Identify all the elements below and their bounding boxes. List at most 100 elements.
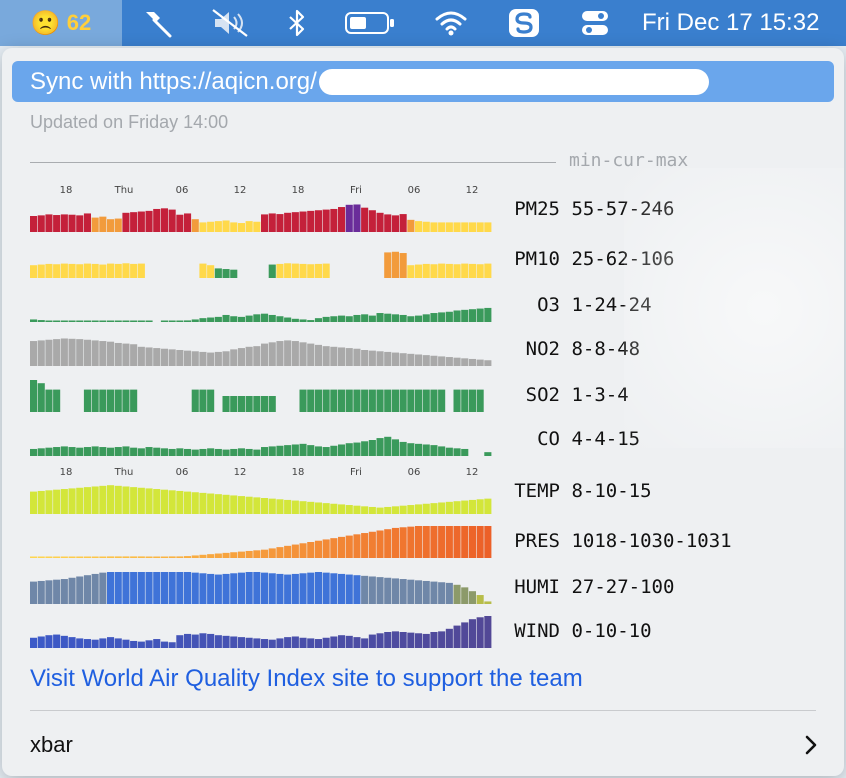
sparkline-bar (76, 487, 84, 514)
sparkline-bar (276, 573, 284, 604)
sparkline-bar (284, 263, 292, 278)
wind-sparkline[interactable] (30, 614, 492, 648)
xbar-menu-item[interactable]: xbar (30, 732, 820, 760)
menu-bar-clock[interactable]: Fri Dec 17 15:32 (642, 9, 820, 36)
sparkline-bar (207, 493, 215, 514)
sparkline-bar (461, 389, 469, 412)
sparkline-bar (330, 636, 338, 648)
sparkline-bar (222, 351, 230, 366)
axis-tick-label: 06 (407, 467, 421, 478)
pm25-sparkline[interactable] (30, 198, 492, 232)
sparkline-bar (384, 252, 392, 278)
metric-range: 0-10-10 (571, 620, 652, 642)
metric-name: HUMI (514, 576, 560, 598)
visit-waqi-link[interactable]: Visit World Air Quality Index site to su… (30, 665, 583, 692)
sparkline-bar (168, 448, 176, 456)
sparkline-bar (60, 446, 68, 456)
o3-row[interactable]: O3 1-24-24 (502, 294, 802, 320)
wind-row[interactable]: WIND 0-10-10 (502, 620, 802, 646)
sparkline-bar (314, 210, 322, 232)
pm25-row[interactable]: PM25 55-57-246 (502, 198, 802, 224)
temp-row[interactable]: TEMP 8-10-15 (502, 480, 802, 506)
hammer-icon[interactable] (140, 0, 174, 46)
sparkline-bar (83, 447, 91, 456)
sparkline-bar (160, 572, 168, 604)
sparkline-bar (438, 446, 446, 456)
app-s-icon[interactable] (508, 0, 540, 46)
pres-sparkline[interactable] (30, 524, 492, 558)
sparkline-bar (176, 556, 184, 558)
temp-sparkline[interactable] (30, 480, 492, 514)
sparkline-bar (191, 492, 199, 514)
sparkline-bar (114, 556, 122, 558)
so2-row[interactable]: SO2 1-3-4 (502, 384, 802, 410)
pres-row[interactable]: PRES 1018-1030-1031 (502, 530, 802, 556)
axis-tick-label: 12 (233, 185, 247, 196)
sparkline-bar (83, 339, 91, 366)
sparkline-bar (107, 219, 115, 232)
so2-sparkline[interactable] (30, 378, 492, 412)
mute-icon[interactable] (211, 0, 251, 46)
sparkline-bar (438, 582, 446, 604)
wifi-icon[interactable] (434, 0, 468, 46)
battery-icon[interactable] (344, 0, 396, 46)
sparkline-bar (438, 389, 446, 412)
metric-range: 25-62-106 (571, 248, 675, 270)
sparkline-bar (222, 494, 230, 514)
sparkline-bar (30, 380, 38, 412)
sparkline-bar (468, 499, 476, 514)
no2-row[interactable]: NO2 8-8-48 (502, 338, 802, 364)
sparkline-bar (30, 448, 38, 456)
sparkline-bar (391, 251, 399, 278)
sparkline-bar (68, 488, 76, 514)
sparkline-bar (130, 487, 138, 514)
sparkline-bar (122, 343, 130, 366)
sparkline-bar (207, 317, 215, 322)
humi-row[interactable]: HUMI 27-27-100 (502, 576, 802, 602)
sparkline-bar (322, 503, 330, 514)
sparkline-bar (245, 221, 253, 232)
co-sparkline[interactable] (30, 422, 492, 456)
sparkline-bar (37, 636, 45, 648)
sparkline-bar (83, 575, 91, 604)
pm10-sparkline[interactable] (30, 244, 492, 278)
sparkline-bar (284, 545, 292, 558)
sparkline-bar (199, 554, 207, 558)
sparkline-bar (391, 506, 399, 514)
sparkline-bar (53, 489, 61, 514)
sparkline-bar (338, 536, 346, 558)
sparkline-bar (91, 556, 99, 558)
sparkline-bar (160, 489, 168, 514)
control-center-icon[interactable] (580, 0, 610, 46)
sparkline-bar (314, 639, 322, 648)
sparkline-bar (253, 572, 261, 604)
sparkline-bar (345, 635, 353, 648)
no2-sparkline[interactable] (30, 332, 492, 366)
humi-sparkline[interactable] (30, 570, 492, 604)
sparkline-bar (253, 550, 261, 558)
sparkline-bar (445, 311, 453, 322)
aqi-status-item[interactable]: 🙁 62 (0, 0, 122, 46)
sparkline-bar (53, 264, 61, 278)
sparkline-bar (291, 444, 299, 456)
sparkline-bar (453, 625, 461, 648)
sparkline-bar (338, 444, 346, 456)
sparkline-bar (368, 634, 376, 648)
sync-menu-item[interactable]: Sync with https://aqicn.org/ (12, 61, 834, 102)
sparkline-bar (445, 447, 453, 456)
sparkline-bar (291, 573, 299, 604)
sparkline-bar (53, 556, 61, 558)
pm10-row[interactable]: PM10 25-62-106 (502, 248, 802, 274)
sparkline-bar (45, 490, 53, 514)
sparkline-bar (91, 573, 99, 604)
sparkline-bar (137, 487, 145, 514)
sparkline-bar (253, 396, 261, 412)
sparkline-bar (30, 341, 38, 366)
sparkline-bar (368, 315, 376, 322)
co-row[interactable]: CO 4-4-15 (502, 428, 802, 454)
sparkline-bar (191, 572, 199, 604)
o3-sparkline[interactable] (30, 288, 492, 322)
sparkline-bar (230, 552, 238, 558)
sparkline-bar (214, 635, 222, 648)
bluetooth-icon[interactable] (287, 0, 307, 46)
